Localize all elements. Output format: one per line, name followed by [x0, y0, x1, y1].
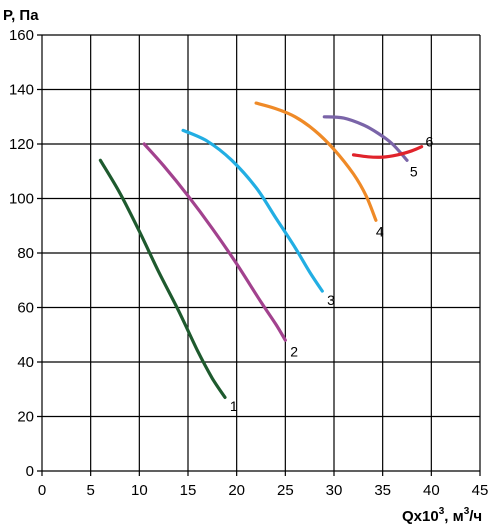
curve-label-6: 6: [425, 134, 433, 150]
y-tick-label: 20: [17, 409, 34, 426]
curve-label-1: 1: [230, 398, 238, 414]
series-line-5: [322, 115, 409, 162]
x-tick-label: 0: [38, 482, 46, 499]
x-tick-label: 25: [277, 482, 294, 499]
series-line-4: [254, 101, 378, 222]
x-tick-label: 30: [326, 482, 343, 499]
series-line-1: [98, 158, 227, 399]
x-tick-label: 35: [374, 482, 391, 499]
x-axis-title-main: Qx10: [402, 508, 439, 525]
x-tick-label: 40: [423, 482, 440, 499]
curves: [98, 101, 424, 399]
x-tick-label: 45: [472, 482, 489, 499]
labels: 1 2 3 4 56: [230, 134, 434, 414]
x-tick-label: 5: [86, 482, 94, 499]
y-tick-label: 0: [26, 463, 34, 480]
x-tick-label: 15: [180, 482, 197, 499]
x-tick-label: 20: [228, 482, 245, 499]
y-axis-title: P, Па: [3, 7, 39, 24]
y-tick-label: 140: [9, 82, 34, 99]
x-axis-title-unit-end: /ч: [469, 508, 482, 525]
y-tick-label: 60: [17, 300, 34, 317]
x-axis-title-unit: , м: [444, 508, 463, 525]
x-axis-title-sup: 3: [439, 506, 445, 517]
y-tick-label: 120: [9, 136, 34, 153]
curve-label-5: 5: [410, 164, 418, 180]
x-tick-label: 10: [131, 482, 148, 499]
y-tick-label: 100: [9, 191, 34, 208]
curve-label-3: 3: [327, 292, 335, 308]
series-line-6: [351, 145, 424, 159]
grid: [37, 34, 481, 476]
series-line-3: [181, 128, 324, 293]
y-tick-label: 80: [17, 245, 34, 262]
x-axis-title: Qx103, м3/ч: [402, 506, 482, 525]
y-tick-label: 160: [9, 27, 34, 44]
curve-label-4: 4: [376, 224, 384, 240]
y-tick-label: 40: [17, 354, 34, 371]
x-axis-title-unit-sup: 3: [464, 506, 470, 517]
series-line-2: [142, 142, 287, 342]
curve-label-2: 2: [290, 344, 298, 360]
